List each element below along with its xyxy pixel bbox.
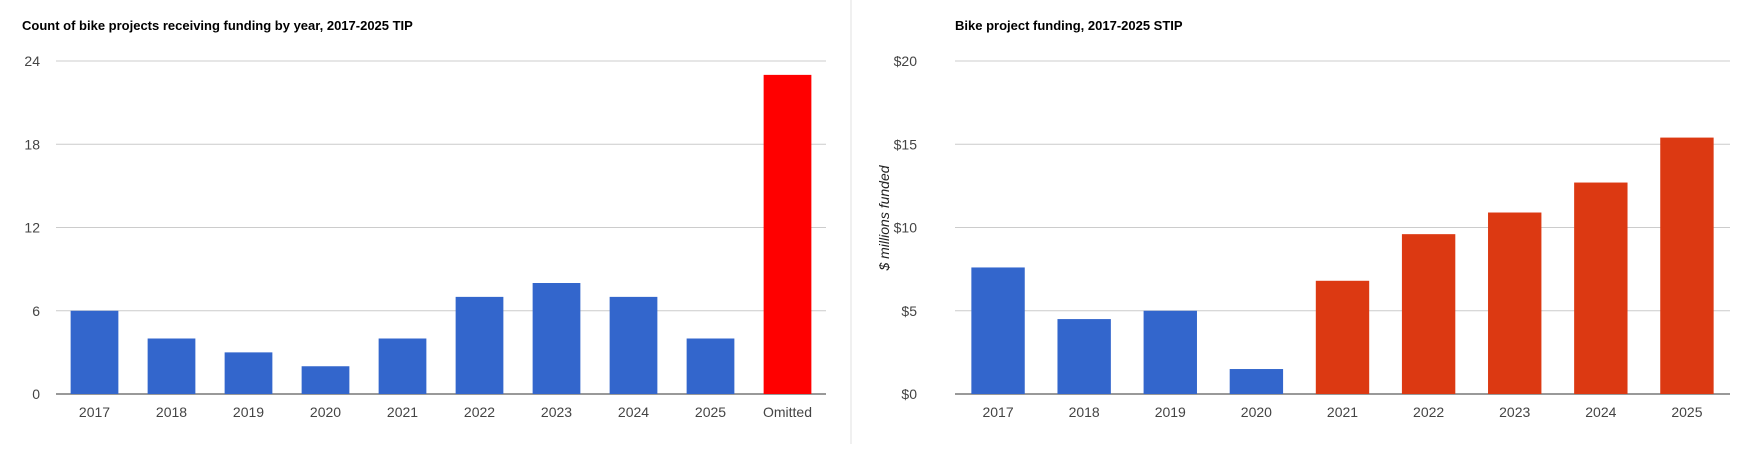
bar-2019[interactable] — [1143, 310, 1197, 394]
bar-2025[interactable] — [1660, 137, 1714, 394]
bar-2017[interactable] — [70, 310, 119, 394]
bar-2020[interactable] — [301, 366, 350, 394]
x-tick-label: 2024 — [1585, 404, 1616, 420]
x-tick-label: 2023 — [1499, 404, 1530, 420]
x-tick-label: 2017 — [982, 404, 1013, 420]
x-tick-label: 2019 — [1155, 404, 1186, 420]
tick-labels: 0 6 12 18 24 2017 2018 2019 2020 2021 2022 2023 2024… — [24, 53, 812, 420]
x-tick-label: 2021 — [1327, 404, 1358, 420]
y-tick-label: $20 — [894, 53, 918, 69]
x-tick-label: 2021 — [387, 404, 418, 420]
bars — [70, 74, 812, 395]
bar-2022[interactable] — [455, 296, 504, 394]
chart-title: Bike project funding, 2017-2025 STIP — [955, 18, 1183, 33]
bar-2022[interactable] — [1401, 234, 1456, 394]
y-tick-label: $15 — [894, 136, 918, 152]
bar-2019[interactable] — [224, 352, 273, 394]
bars — [971, 137, 1714, 394]
bar-2024[interactable] — [609, 296, 658, 394]
y-tick-label: $10 — [894, 220, 918, 236]
chart-funding-svg: Bike project funding, 2017-2025 STIP $ m… — [876, 18, 1730, 420]
x-tick-label: 2017 — [79, 404, 110, 420]
x-tick-label: 2022 — [464, 404, 495, 420]
y-tick-label: 6 — [32, 303, 40, 319]
x-tick-label: 2018 — [1069, 404, 1100, 420]
bar-2021[interactable] — [378, 338, 427, 395]
bar-2020[interactable] — [1229, 369, 1284, 394]
x-tick-label: Omitted — [763, 404, 812, 420]
chart-count-panel: Count of bike projects receiving funding… — [0, 0, 850, 444]
bar-2017[interactable] — [971, 267, 1025, 394]
x-tick-label: 2018 — [156, 404, 187, 420]
x-tick-label: 2020 — [1241, 404, 1272, 420]
bar-2021[interactable] — [1315, 280, 1370, 394]
y-tick-label: 18 — [24, 136, 40, 152]
bar-2018[interactable] — [1057, 319, 1111, 394]
panel-divider — [850, 0, 852, 444]
x-tick-label: 2025 — [1671, 404, 1702, 420]
y-tick-label: $5 — [901, 303, 917, 319]
bar-omitted[interactable] — [763, 74, 812, 394]
chart-count-svg: Count of bike projects receiving funding… — [22, 18, 826, 420]
bar-2023[interactable] — [1488, 212, 1542, 394]
x-tick-label: 2023 — [541, 404, 572, 420]
x-tick-label: 2022 — [1413, 404, 1444, 420]
x-tick-label: 2019 — [233, 404, 264, 420]
y-tick-label: 24 — [24, 53, 40, 69]
bar-2023[interactable] — [532, 283, 581, 394]
bar-2025[interactable] — [686, 338, 735, 395]
chart-funding-panel: Bike project funding, 2017-2025 STIP $ m… — [853, 0, 1750, 444]
y-tick-label: 12 — [24, 220, 40, 236]
y-tick-label: $0 — [901, 386, 917, 402]
x-tick-label: 2024 — [618, 404, 649, 420]
chart-title: Count of bike projects receiving funding… — [22, 18, 413, 33]
x-tick-label: 2020 — [310, 404, 341, 420]
y-tick-label: 0 — [32, 386, 40, 402]
bar-2018[interactable] — [147, 338, 196, 395]
tick-labels: $0 $5 $10 $15 $20 2017 2018 2019 2020 2021 2022 202… — [894, 53, 1703, 420]
bar-2024[interactable] — [1574, 182, 1628, 394]
y-axis-label: $ millions funded — [876, 164, 892, 271]
x-tick-label: 2025 — [695, 404, 726, 420]
